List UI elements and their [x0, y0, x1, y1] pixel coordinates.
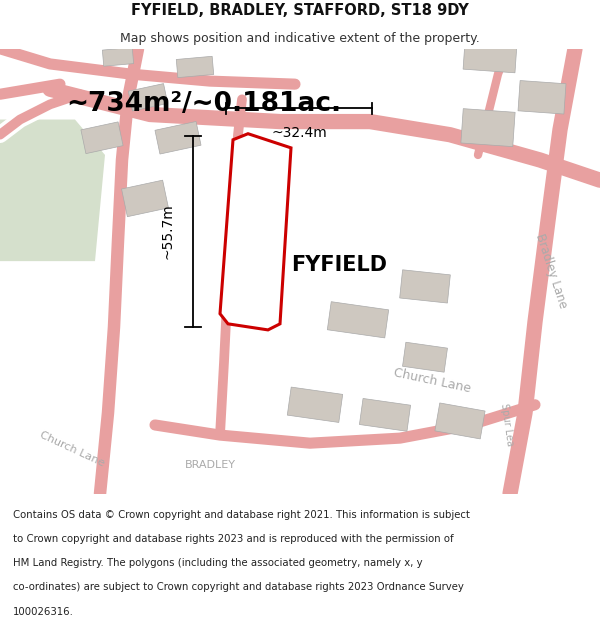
Polygon shape [328, 302, 389, 338]
Polygon shape [400, 270, 451, 303]
Text: BRADLEY: BRADLEY [185, 460, 235, 470]
Polygon shape [220, 134, 291, 330]
Text: co-ordinates) are subject to Crown copyright and database rights 2023 Ordnance S: co-ordinates) are subject to Crown copyr… [13, 582, 464, 592]
Polygon shape [155, 121, 201, 154]
Text: Church Lane: Church Lane [392, 366, 472, 395]
Text: to Crown copyright and database rights 2023 and is reproduced with the permissio: to Crown copyright and database rights 2… [13, 534, 454, 544]
Polygon shape [435, 403, 485, 439]
Text: Contains OS data © Crown copyright and database right 2021. This information is : Contains OS data © Crown copyright and d… [13, 509, 470, 519]
Text: Map shows position and indicative extent of the property.: Map shows position and indicative extent… [120, 31, 480, 44]
Text: 100026316.: 100026316. [13, 607, 74, 617]
Polygon shape [461, 109, 515, 147]
Text: Church Lane: Church Lane [38, 430, 106, 469]
Polygon shape [81, 122, 123, 154]
Polygon shape [287, 387, 343, 422]
Text: ~734m²/~0.181ac.: ~734m²/~0.181ac. [67, 91, 341, 118]
Text: FYFIELD, BRADLEY, STAFFORD, ST18 9DY: FYFIELD, BRADLEY, STAFFORD, ST18 9DY [131, 3, 469, 18]
Polygon shape [463, 41, 517, 72]
Polygon shape [176, 56, 214, 78]
Text: ~55.7m: ~55.7m [161, 203, 175, 259]
Polygon shape [518, 81, 566, 114]
Text: ~32.4m: ~32.4m [271, 126, 327, 140]
Polygon shape [122, 180, 169, 217]
Polygon shape [403, 342, 448, 372]
Polygon shape [0, 119, 105, 261]
Polygon shape [359, 399, 410, 431]
Text: HM Land Registry. The polygons (including the associated geometry, namely x, y: HM Land Registry. The polygons (includin… [13, 558, 423, 568]
Text: Bradley Lane: Bradley Lane [533, 232, 569, 310]
Polygon shape [103, 48, 134, 66]
Polygon shape [128, 84, 167, 111]
Text: Spur Lea: Spur Lea [499, 402, 515, 447]
Text: FYFIELD: FYFIELD [291, 254, 387, 274]
